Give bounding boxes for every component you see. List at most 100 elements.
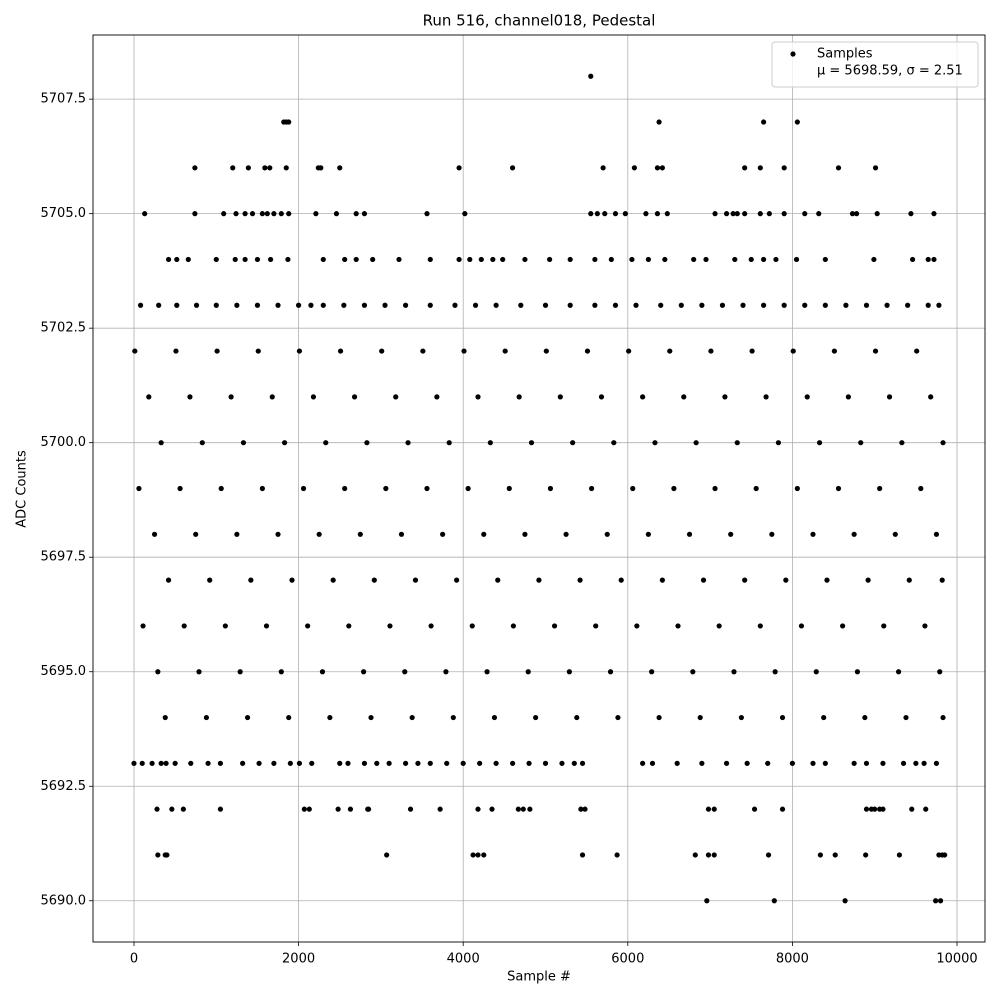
point bbox=[742, 577, 748, 583]
y-tick-label: 5702.5 bbox=[41, 321, 87, 336]
point bbox=[692, 852, 698, 858]
point bbox=[761, 302, 767, 308]
point bbox=[361, 211, 368, 217]
point bbox=[263, 623, 270, 629]
point bbox=[402, 669, 408, 675]
point bbox=[723, 760, 730, 766]
point bbox=[481, 531, 487, 537]
point bbox=[881, 623, 887, 629]
point bbox=[384, 852, 390, 858]
point bbox=[918, 485, 924, 492]
point bbox=[187, 394, 193, 400]
point bbox=[781, 211, 787, 217]
point bbox=[221, 211, 227, 217]
point bbox=[450, 714, 456, 721]
point bbox=[884, 302, 890, 308]
point bbox=[693, 440, 699, 446]
point bbox=[854, 211, 860, 217]
point bbox=[937, 898, 944, 904]
point bbox=[269, 394, 275, 400]
point bbox=[203, 714, 210, 721]
point bbox=[649, 760, 656, 766]
point bbox=[899, 440, 905, 446]
point bbox=[928, 394, 934, 400]
point bbox=[863, 302, 870, 308]
point bbox=[872, 165, 879, 171]
point bbox=[132, 348, 138, 354]
point bbox=[734, 211, 740, 217]
point bbox=[633, 302, 639, 308]
point bbox=[681, 394, 687, 400]
point bbox=[794, 119, 800, 125]
point bbox=[711, 806, 717, 812]
point bbox=[822, 256, 828, 263]
point bbox=[245, 165, 251, 171]
point bbox=[158, 440, 164, 446]
point bbox=[310, 394, 317, 400]
point bbox=[180, 806, 186, 812]
point bbox=[757, 165, 763, 171]
point bbox=[931, 256, 937, 263]
point bbox=[842, 898, 848, 904]
point bbox=[690, 669, 696, 675]
point bbox=[584, 348, 591, 354]
point bbox=[192, 211, 198, 217]
x-tick-label: 8000 bbox=[776, 952, 809, 967]
point bbox=[937, 669, 943, 675]
point bbox=[931, 211, 937, 217]
point bbox=[921, 760, 927, 766]
point bbox=[832, 852, 838, 858]
point bbox=[254, 302, 261, 308]
point bbox=[771, 898, 777, 904]
point bbox=[779, 714, 786, 721]
point bbox=[909, 256, 916, 263]
point bbox=[286, 119, 292, 125]
point bbox=[446, 440, 452, 446]
point bbox=[478, 256, 484, 263]
point bbox=[719, 302, 726, 308]
legend-label: Samples bbox=[817, 47, 873, 62]
point bbox=[296, 348, 303, 354]
point bbox=[213, 256, 219, 263]
point bbox=[330, 577, 336, 583]
point bbox=[703, 256, 709, 263]
point bbox=[341, 302, 347, 308]
point bbox=[516, 394, 522, 400]
point bbox=[757, 623, 763, 629]
point bbox=[462, 211, 468, 217]
point bbox=[217, 760, 224, 766]
point bbox=[699, 302, 705, 308]
point bbox=[319, 669, 326, 675]
point bbox=[493, 760, 499, 766]
point bbox=[509, 760, 516, 766]
point bbox=[674, 760, 680, 766]
point bbox=[185, 256, 191, 263]
point bbox=[475, 394, 481, 400]
point bbox=[592, 302, 598, 308]
point bbox=[886, 394, 893, 400]
point bbox=[732, 256, 738, 263]
point bbox=[626, 348, 632, 354]
point bbox=[165, 256, 172, 263]
point bbox=[181, 623, 187, 629]
point bbox=[286, 714, 292, 721]
point bbox=[398, 531, 405, 537]
point bbox=[871, 256, 877, 263]
x-tick-label: 10000 bbox=[936, 952, 977, 967]
chart-title: Run 516, channel018, Pedestal bbox=[423, 12, 656, 30]
point bbox=[925, 302, 931, 308]
point bbox=[526, 760, 532, 766]
point bbox=[753, 485, 759, 492]
point bbox=[765, 760, 771, 766]
point bbox=[611, 440, 617, 446]
point bbox=[365, 806, 372, 812]
point bbox=[763, 394, 769, 400]
point bbox=[557, 394, 563, 400]
point bbox=[199, 440, 205, 446]
point bbox=[308, 302, 314, 308]
point bbox=[643, 211, 649, 217]
point bbox=[254, 256, 261, 263]
point bbox=[892, 531, 898, 537]
point bbox=[783, 577, 789, 583]
point bbox=[515, 806, 521, 812]
